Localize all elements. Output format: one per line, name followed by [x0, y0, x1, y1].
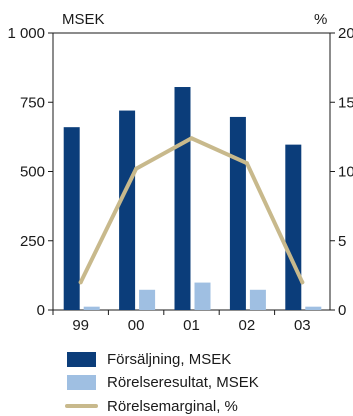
left-tick-label: 500 [20, 164, 45, 181]
right-tick-label: 15 [338, 94, 353, 111]
x-tick-label: 00 [128, 317, 145, 334]
right-tick-label: 5 [338, 233, 346, 250]
x-tick-label: 02 [239, 317, 256, 334]
left-tick-label: 250 [20, 233, 45, 250]
x-tick-label: 99 [72, 317, 89, 334]
bar-sales [229, 116, 246, 310]
legend-swatch-operating-result [67, 375, 96, 390]
bar-sales [174, 87, 191, 310]
left-tick-label: 750 [20, 94, 45, 111]
bar-operating-result [249, 289, 266, 310]
chart-line [78, 136, 305, 285]
point-operating-margin [244, 161, 249, 166]
x-tick-label: 03 [294, 317, 311, 334]
point-operating-margin [300, 280, 305, 285]
bar-operating-result [139, 289, 156, 310]
left-axis-unit-label: MSEK [62, 11, 105, 28]
right-tick-label: 0 [338, 302, 346, 319]
bar-operating-result [83, 306, 100, 310]
chart-axes: 0 250 500 750 1 000 0 5 10 15 20 99 00 01 02 03 [7, 25, 353, 334]
left-tick-label: 0 [37, 302, 45, 319]
point-operating-margin [78, 280, 83, 285]
bar-sales [119, 110, 136, 310]
bar-operating-result [194, 282, 211, 310]
chart-legend: Försäljning, MSEK Rörelseresultat, MSEK … [65, 351, 259, 415]
line-operating-margin [78, 136, 305, 285]
chart-bars [63, 87, 322, 311]
legend-label-operating-result: Rörelseresultat, MSEK [107, 374, 259, 391]
legend-swatch-sales [67, 352, 96, 367]
right-tick-label: 10 [338, 164, 353, 181]
right-axis-unit-label: % [314, 11, 327, 28]
bar-operating-result [305, 306, 322, 310]
bar-sales [285, 144, 302, 310]
right-tick-label: 20 [338, 25, 353, 42]
legend-label-sales: Försäljning, MSEK [107, 351, 231, 368]
point-operating-margin [189, 136, 194, 141]
left-tick-label: 1 000 [7, 25, 45, 42]
point-operating-margin [134, 166, 139, 171]
legend-label-operating-margin: Rörelsemarginal, % [107, 398, 238, 415]
bar-sales [63, 127, 80, 311]
x-tick-label: 01 [183, 317, 200, 334]
